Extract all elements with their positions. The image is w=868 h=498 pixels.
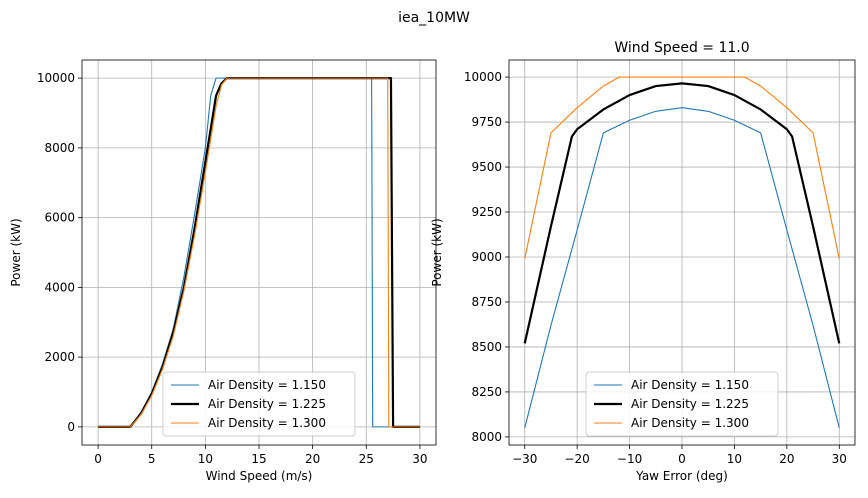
y-tick-label: 4000 xyxy=(44,280,75,294)
x-tick-label: 20 xyxy=(305,452,320,466)
legend: Air Density = 1.150 Air Density = 1.225 Ai… xyxy=(585,371,779,437)
x-tick-label: 0 xyxy=(678,452,686,466)
x-tick-label: 0 xyxy=(94,452,102,466)
figure-title: iea_10MW xyxy=(398,10,470,26)
y-tick-label: 9500 xyxy=(471,160,502,174)
series-line-3 xyxy=(524,76,840,259)
x-tick-label: 15 xyxy=(251,452,266,466)
series-line-2 xyxy=(523,82,841,344)
x-tick-label: 10 xyxy=(727,452,742,466)
x-tick-label: 10 xyxy=(198,452,213,466)
y-axis-label: Power (kW) xyxy=(9,218,23,286)
x-tick-label: 30 xyxy=(412,452,427,466)
x-tick-label: 30 xyxy=(832,452,847,466)
legend-box xyxy=(162,371,356,437)
y-tick-label: 10000 xyxy=(37,71,75,85)
y-tick-label: 9750 xyxy=(471,115,502,129)
legend: Air Density = 1.150 Air Density = 1.225 Ai… xyxy=(162,371,356,437)
y-tick-label: 8000 xyxy=(44,141,75,155)
y-axis-label: Power (kW) xyxy=(430,218,444,286)
y-tick-label: 9250 xyxy=(471,205,502,219)
x-axis-label: Wind Speed (m/s) xyxy=(206,469,313,483)
y-tick-label: 8500 xyxy=(471,340,502,354)
legend-label-1: Air Density = 1.150 xyxy=(631,378,749,392)
y-tick-label: 8250 xyxy=(471,385,502,399)
legend-label-1: Air Density = 1.150 xyxy=(208,378,326,392)
chart-panel-2: −30 −20 −10 0 10 20 30 8000 8250 8500 8750 9000 9250… xyxy=(430,40,856,483)
x-tick-label: −30 xyxy=(512,452,537,466)
legend-label-3: Air Density = 1.300 xyxy=(631,416,749,430)
y-tick-label: 8000 xyxy=(471,430,502,444)
x-tick-label: −20 xyxy=(564,452,589,466)
legend-box xyxy=(585,371,779,437)
chart-panel-1: 0 5 10 15 20 25 30 0 2000 4000 6000 8000 10000 Wind S… xyxy=(9,59,437,483)
x-tick-label: 25 xyxy=(359,452,374,466)
y-tick-label: 0 xyxy=(67,420,75,434)
series-line-1 xyxy=(524,107,840,429)
y-tick-label: 10000 xyxy=(464,70,502,84)
series-line-3 xyxy=(98,77,420,428)
x-tick-label: 5 xyxy=(148,452,156,466)
legend-label-2: Air Density = 1.225 xyxy=(208,397,326,411)
y-tick-label: 9000 xyxy=(471,250,502,264)
y-tick-label: 2000 xyxy=(44,350,75,364)
chart-title: Wind Speed = 11.0 xyxy=(614,40,749,56)
legend-label-2: Air Density = 1.225 xyxy=(631,397,749,411)
y-tick-label: 8750 xyxy=(471,295,502,309)
legend-label-3: Air Density = 1.300 xyxy=(208,416,326,430)
y-tick-label: 6000 xyxy=(44,211,75,225)
x-tick-label: −10 xyxy=(617,452,642,466)
x-axis-label: Yaw Error (deg) xyxy=(635,469,728,483)
x-tick-label: 20 xyxy=(779,452,794,466)
